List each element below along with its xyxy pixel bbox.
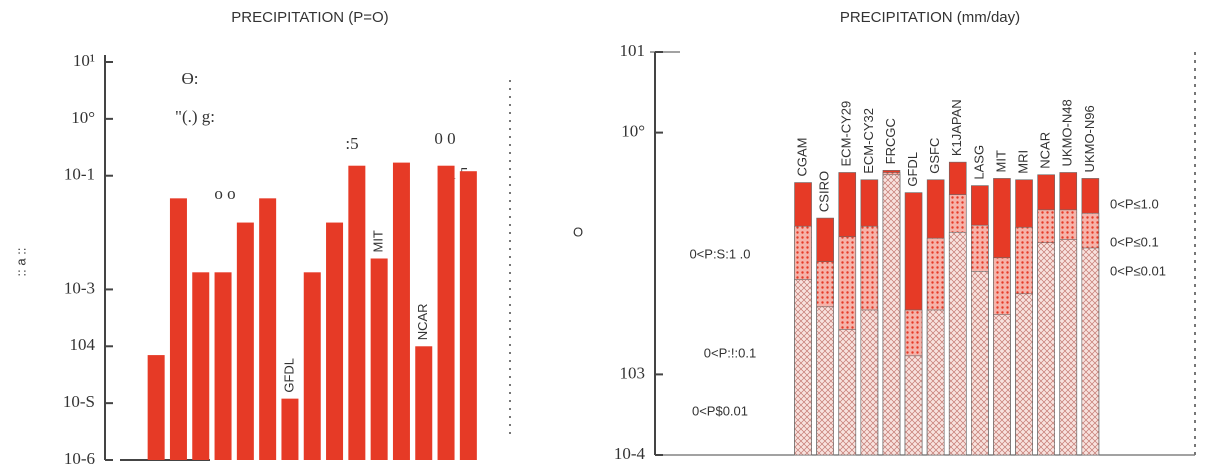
y-axis-label: :: a :: xyxy=(13,248,28,277)
annotation: 0<P:S:1 .0 xyxy=(689,246,750,261)
y-tick-label: 104 xyxy=(70,335,96,354)
category-label: ECM-CY29 xyxy=(839,101,854,167)
annotation: 0<P:!:0.1 xyxy=(704,345,756,360)
bar xyxy=(459,171,477,460)
annotation: "(.) g: xyxy=(175,107,215,126)
category-label: MIT xyxy=(993,150,1008,172)
legend-label: 0<P≤1.0 xyxy=(1110,196,1159,211)
bar xyxy=(415,346,433,460)
bar-segment xyxy=(971,271,989,456)
bar xyxy=(392,162,410,460)
bar xyxy=(236,222,254,460)
chart-title: PRECIPITATION (P=O) xyxy=(231,9,388,26)
category-label: CGAM xyxy=(794,138,809,177)
category-label: ECM-CY32 xyxy=(861,108,876,174)
bar-segment xyxy=(1037,242,1055,456)
bar-segment xyxy=(1081,247,1100,456)
legend-label: 0<P≤0.1 xyxy=(1110,234,1159,249)
bar xyxy=(437,165,455,460)
bar-segment xyxy=(1015,293,1033,456)
y-tick-label: 10-3 xyxy=(64,278,95,297)
category-label: GSFC xyxy=(927,138,942,174)
bar xyxy=(259,198,277,460)
bar-segment xyxy=(816,306,834,456)
bar xyxy=(370,258,388,460)
bar xyxy=(326,222,344,460)
category-label: NCAR xyxy=(1038,132,1053,169)
y-tick-label: 10° xyxy=(71,108,95,127)
annotation: 0 0 xyxy=(434,129,455,148)
y-tick-label: 103 xyxy=(620,363,646,382)
bar-segment xyxy=(860,309,879,456)
y-tick-label: 10-4 xyxy=(614,444,646,463)
bar-segment xyxy=(993,314,1011,456)
bar xyxy=(147,355,165,460)
bar xyxy=(192,272,210,460)
y-tick-label: 10° xyxy=(621,122,645,141)
category-label: CSIRO xyxy=(817,171,832,212)
y-tick-label: 10¹ xyxy=(73,51,95,70)
annotation: 0<P$0.01 xyxy=(692,403,748,418)
category-label: MRI xyxy=(1015,150,1030,174)
bar-segment xyxy=(948,231,967,456)
annotation: o o xyxy=(214,184,235,203)
y-tick-label: 101 xyxy=(620,41,646,60)
bar-segment xyxy=(882,174,901,456)
category-label: UKMO-N48 xyxy=(1060,99,1075,166)
legend-label: 0<P≤0.01 xyxy=(1110,263,1166,278)
category-label: K1JAPAN xyxy=(949,99,964,156)
bar-segment xyxy=(926,309,945,456)
bar-segment xyxy=(794,279,812,456)
annotation: :5 xyxy=(345,134,358,153)
bar xyxy=(214,272,232,460)
category-label: UKMO-N96 xyxy=(1082,105,1097,172)
bar xyxy=(303,272,321,460)
y-tick-label: 10-6 xyxy=(64,449,95,465)
category-label: GFDL xyxy=(281,358,296,393)
bar-segment xyxy=(1059,239,1078,456)
y-tick-label: 10-1 xyxy=(64,165,95,184)
bar xyxy=(348,165,366,460)
category-label: MIT xyxy=(371,230,386,252)
category-label: FRCGC xyxy=(883,118,898,164)
category-label: NCAR xyxy=(415,303,430,340)
annotation: Ө: xyxy=(182,69,199,88)
category-label: GFDL xyxy=(905,152,920,187)
bar xyxy=(281,398,299,460)
y-tick-label: 10-S xyxy=(63,392,95,411)
bar-segment xyxy=(838,329,857,456)
chart-title: PRECIPITATION (mm/day) xyxy=(840,9,1020,26)
bar-segment xyxy=(904,355,923,456)
bar xyxy=(169,198,187,460)
category-label: LASG xyxy=(971,145,986,180)
annotation: O xyxy=(573,224,583,239)
